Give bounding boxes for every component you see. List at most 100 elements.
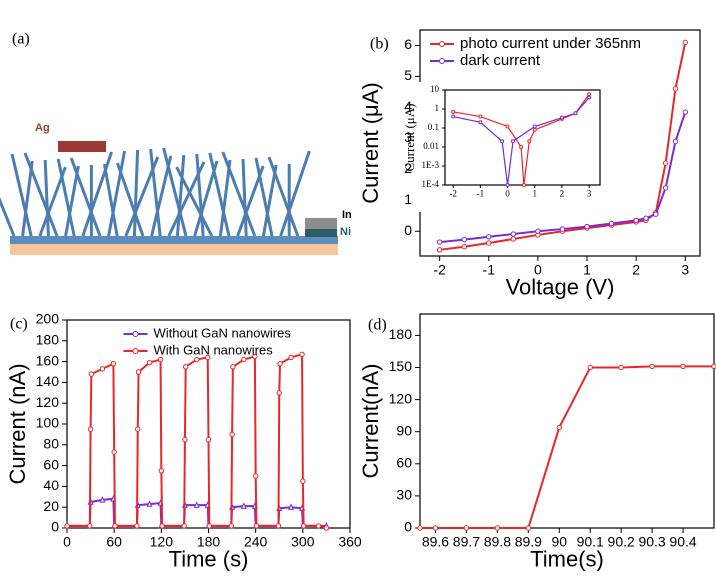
marker bbox=[241, 356, 247, 363]
marker bbox=[573, 111, 578, 116]
marker bbox=[135, 426, 141, 432]
marker bbox=[510, 139, 515, 144]
y-tick-label: 5 bbox=[404, 67, 412, 83]
y-tick-label: 1 bbox=[404, 191, 412, 207]
marker bbox=[112, 523, 118, 529]
y-tick-label: 0 bbox=[51, 519, 59, 535]
y-tick-label: 10 bbox=[430, 84, 440, 94]
marker bbox=[672, 86, 679, 92]
nanowire bbox=[102, 163, 119, 237]
y-tick-label: 150 bbox=[389, 358, 413, 374]
x-tick-label: 89.6 bbox=[422, 534, 449, 550]
series-line bbox=[67, 352, 327, 529]
marker bbox=[99, 366, 106, 372]
y-tick-label: 1E-4 bbox=[422, 179, 440, 189]
marker bbox=[451, 109, 456, 114]
nanowire bbox=[43, 159, 50, 237]
marker bbox=[486, 240, 492, 246]
x-tick-label: 120 bbox=[150, 534, 174, 550]
nanowire bbox=[21, 160, 34, 237]
x-tick-label: 300 bbox=[291, 534, 315, 550]
in-contact bbox=[305, 218, 337, 229]
nanowire bbox=[267, 156, 300, 237]
marker bbox=[463, 525, 470, 531]
marker bbox=[300, 478, 306, 484]
nanowire bbox=[279, 150, 311, 237]
gan-layer bbox=[10, 236, 338, 244]
marker bbox=[608, 220, 615, 227]
marker bbox=[87, 426, 94, 432]
marker bbox=[64, 523, 70, 529]
marker bbox=[436, 239, 443, 245]
marker bbox=[157, 356, 164, 363]
marker bbox=[451, 114, 456, 119]
marker bbox=[478, 114, 483, 119]
nanowire bbox=[23, 152, 59, 237]
x-tick-label: 1 bbox=[583, 262, 591, 278]
x-tick-label: 180 bbox=[197, 534, 221, 550]
marker bbox=[643, 215, 649, 221]
marker bbox=[662, 185, 669, 191]
series-line bbox=[439, 42, 687, 251]
nanowire bbox=[115, 162, 145, 237]
marker bbox=[240, 502, 247, 509]
x-tick-label: 90 bbox=[551, 534, 567, 550]
marker bbox=[146, 500, 153, 507]
marker bbox=[653, 211, 659, 217]
y-tick-label: 0 bbox=[404, 222, 412, 238]
marker bbox=[194, 356, 200, 363]
y-tick-label: 160 bbox=[36, 352, 60, 368]
y-tick-label: 120 bbox=[36, 394, 60, 410]
y-tick-label: 0 bbox=[404, 519, 412, 535]
marker bbox=[135, 369, 142, 375]
marker bbox=[182, 436, 188, 443]
marker bbox=[252, 353, 258, 360]
marker bbox=[288, 503, 295, 510]
y-tick-label: 1 bbox=[435, 103, 440, 113]
marker bbox=[682, 109, 688, 115]
marker bbox=[587, 364, 593, 371]
nanowire bbox=[0, 196, 16, 237]
marker bbox=[87, 523, 93, 529]
x-tick-label: 2 bbox=[632, 262, 640, 278]
marker bbox=[486, 234, 492, 240]
y-tick-label: 0.1 bbox=[428, 122, 439, 132]
legend-label: dark current bbox=[460, 52, 541, 69]
x-tick-label: 2 bbox=[560, 188, 565, 198]
marker bbox=[519, 145, 524, 149]
marker bbox=[587, 95, 592, 100]
schematic: (a) Ag In Ni bbox=[0, 31, 352, 255]
nanowire bbox=[132, 149, 140, 237]
marker bbox=[229, 431, 235, 438]
x-tick-label: 90.3 bbox=[638, 534, 665, 550]
y-tick-label: 4 bbox=[404, 98, 412, 114]
marker bbox=[618, 364, 624, 371]
legend-label: With GaN nanowires bbox=[154, 342, 274, 357]
marker bbox=[252, 473, 259, 479]
x-tick-label: 240 bbox=[244, 534, 268, 550]
nanowire bbox=[107, 150, 127, 237]
nanowire bbox=[10, 153, 33, 237]
nanowire bbox=[81, 151, 114, 237]
y-axis-label: Current (μA) bbox=[358, 82, 383, 203]
legend-marker bbox=[132, 348, 139, 354]
marker bbox=[99, 495, 106, 503]
marker bbox=[134, 523, 140, 529]
legend-marker bbox=[439, 58, 445, 64]
nanowire bbox=[64, 165, 80, 237]
marker bbox=[436, 247, 443, 253]
marker bbox=[206, 523, 212, 529]
x-tick-label: 0 bbox=[63, 534, 71, 550]
marker bbox=[275, 523, 282, 529]
x-tick-label: -1 bbox=[477, 188, 485, 198]
marker bbox=[228, 523, 234, 529]
marker bbox=[532, 127, 537, 132]
marker bbox=[505, 183, 510, 187]
x-tick-label: 60 bbox=[106, 534, 122, 550]
y-tick-label: 100 bbox=[36, 415, 60, 431]
nanowire bbox=[208, 152, 231, 237]
marker bbox=[680, 363, 686, 370]
marker bbox=[527, 139, 532, 144]
y-tick-label: 20 bbox=[43, 498, 59, 514]
